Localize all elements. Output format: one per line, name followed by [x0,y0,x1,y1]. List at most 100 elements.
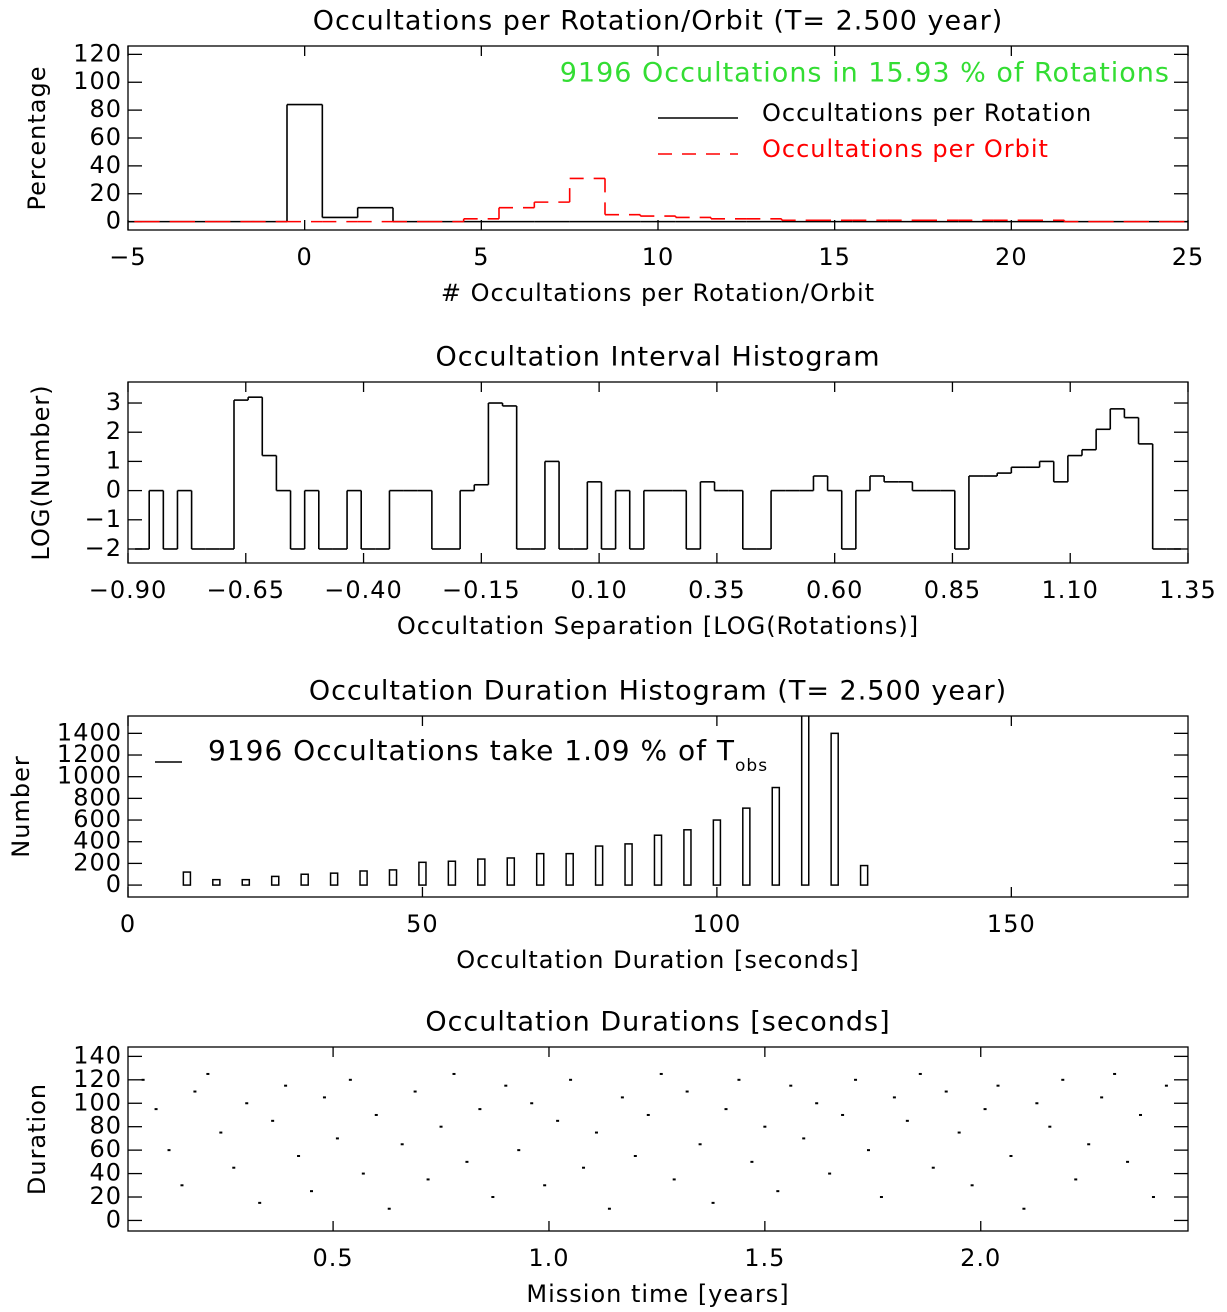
point [931,1166,935,1169]
point [193,1090,197,1093]
point [271,1119,275,1122]
bar [712,819,722,886]
point [866,1149,870,1152]
bar [683,829,692,886]
plot-area [128,103,1188,223]
plot-frame [127,45,1189,231]
legend-label: Occultations per Rotation [762,99,1092,127]
y-tick-label: 0 [106,476,122,504]
point [1126,1160,1130,1163]
bar [624,843,633,886]
point [374,1113,378,1116]
point [724,1108,728,1111]
point [167,1149,171,1152]
bar [388,869,398,886]
point [258,1201,262,1204]
y-tick-label: 400 [73,827,122,855]
point [750,1160,754,1163]
bar [771,786,781,886]
x-axis-label: Occultation Separation [LOG(Rotations)] [397,612,919,640]
point [478,1108,482,1111]
bar [270,875,280,886]
plot-area [182,716,869,886]
y-tick-label: 800 [73,783,122,811]
point [944,1090,948,1093]
point [996,1084,1000,1087]
x-axis-label: Occultation Duration [seconds] [456,946,860,974]
point [219,1131,223,1134]
point [879,1196,883,1199]
x-tick-label: 100 [692,910,741,938]
y-tick-label: 60 [89,123,122,151]
y-tick-label: 2 [106,417,122,445]
y-tick-label: −1 [85,505,122,533]
chart-title: Occultation Duration Histogram (T= 2.500… [309,676,1007,707]
point [426,1178,430,1181]
point [232,1166,236,1169]
x-tick-label: 5 [473,243,489,271]
point [491,1196,495,1199]
x-tick-label: 15 [818,243,851,271]
x-axis-label: # Occultations per Rotation/Orbit [441,279,875,307]
y-tick-label: 1200 [57,740,122,768]
point [1113,1072,1117,1075]
point [957,1131,961,1134]
point [1164,1084,1168,1087]
point [387,1207,391,1210]
point [530,1102,534,1105]
x-tick-label: 0.60 [806,576,863,604]
point [1061,1078,1065,1081]
bar [506,857,516,886]
bar [535,852,545,886]
annotation-text: 9196 Occultations take 1.09 % of T [208,734,735,767]
bar [182,871,192,886]
annotation: 9196 Occultations in 15.93 % of Rotation… [560,58,1170,89]
y-axis-label: Percentage [23,65,51,210]
y-tick-label: 120 [73,39,122,67]
point [1035,1102,1039,1105]
bar [418,861,427,886]
point [180,1184,184,1187]
y-tick-label: 1000 [57,762,122,790]
point [983,1108,987,1111]
point [698,1143,702,1146]
point [154,1108,158,1111]
point [569,1078,573,1081]
point [892,1096,896,1099]
plot-frame [127,381,1189,564]
x-tick-label: −0.15 [442,576,521,604]
bar [859,864,869,886]
y-tick-label: 140 [73,1041,122,1069]
point [789,1084,793,1087]
plot-frame [127,1046,1189,1232]
bar [329,872,339,886]
point [711,1201,715,1204]
point [1022,1207,1026,1210]
x-tick-label: 50 [406,910,439,938]
y-tick-label: 80 [89,1112,122,1140]
y-tick-label: 60 [89,1135,122,1163]
x-tick-label: 10 [642,243,675,271]
x-tick-label: 0.10 [570,576,627,604]
point [517,1149,521,1152]
point [245,1102,249,1105]
point [685,1090,689,1093]
x-tick-label: 25 [1172,243,1205,271]
bar [594,845,604,886]
plot-area [135,396,1181,550]
point [607,1207,611,1210]
point [361,1172,365,1175]
annotation: 9196 Occultations take 1.09 % of Tobs [208,734,768,776]
y-axis-label: Number [7,755,35,857]
y-tick-label: −2 [85,534,122,562]
annotation-subscript: obs [735,756,768,776]
point [918,1072,922,1075]
point [322,1096,326,1099]
x-tick-label: 0 [120,910,136,938]
y-tick-label: 200 [73,848,122,876]
x-tick-label: 1.0 [528,1244,569,1272]
point [297,1154,301,1157]
bar [653,834,663,886]
point [1100,1096,1104,1099]
